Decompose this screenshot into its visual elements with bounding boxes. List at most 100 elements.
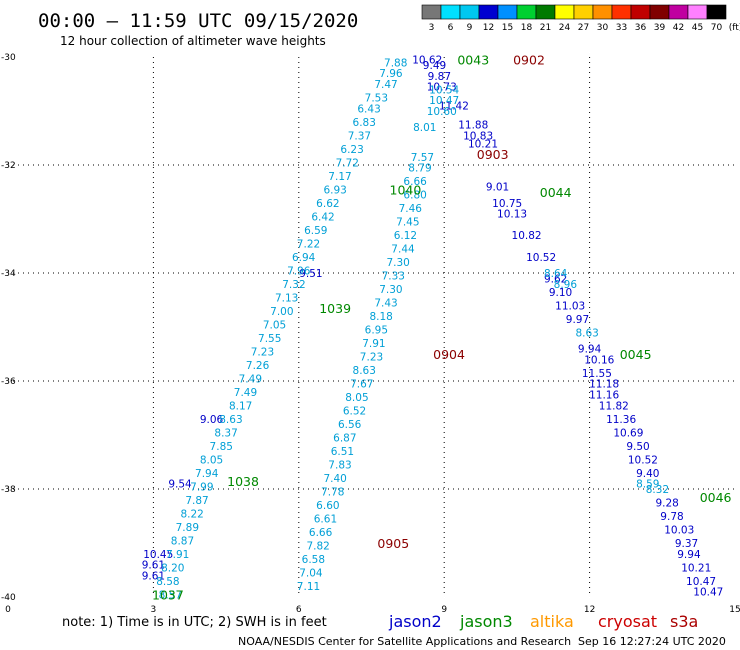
legend-color-swatch [459,4,480,20]
wave-height-label: 6.56 [338,419,362,431]
wave-height-label: 7.94 [195,468,219,480]
wave-height-label: 10.47 [429,95,459,107]
wave-height-label: 11.03 [555,300,585,312]
y-tick-label: -36 [1,377,16,387]
wave-height-label: 8.17 [229,400,252,412]
wave-height-label: 7.17 [328,171,351,183]
wave-height-label: 8.87 [171,535,194,547]
legend-color-swatch [668,4,689,20]
wave-height-label: 7.40 [323,473,346,485]
legend-color-swatch [440,4,461,20]
satellite-legend: jason2 jason3 altika cryosat s3a [388,612,698,631]
wave-height-label: 6.52 [343,406,366,418]
wave-height-label: 7.22 [297,238,320,250]
wave-height-label: 9.61 [142,560,165,572]
wave-height-label: 10.73 [427,82,457,94]
wave-height-label: 7.43 [374,298,397,310]
wave-height-label: 7.85 [210,441,233,453]
wave-height-label: 6.61 [314,514,337,526]
wave-height-label: 6.43 [357,103,380,115]
wave-height-label: 6.51 [331,446,354,458]
wave-height-label: 8.05 [200,454,223,466]
pass-time-label: 1039 [319,301,351,316]
legend-scale-label: 36 [635,23,647,33]
legend-scale-label: 21 [540,23,551,33]
legend-color-swatch [687,4,708,20]
wave-height-label: 8.01 [413,122,436,134]
y-tick-label: -40 [1,593,16,603]
wave-height-label: 9.28 [655,498,678,510]
wave-height-label: 10.52 [526,252,556,264]
pass-labels: 0902 0043 0903 1040 0044 1039 0904 0045 1038 0046… [152,53,732,603]
satellite-legend-entry: cryosat [598,612,657,631]
wave-height-label: 7.82 [306,541,329,553]
pass-time-label: 1037 [152,587,184,602]
legend-color-swatch [421,4,442,20]
legend-color-swatch [554,4,575,20]
wave-height-label: 8.63 [575,327,598,339]
wave-height-label: 10.45 [143,549,173,561]
pass-time-label: 0043 [457,53,489,68]
wave-height-label: 8.18 [369,311,392,323]
legend-color-swatch [611,4,632,20]
wave-height-label: 6.95 [365,325,388,337]
pass-time-label: 0903 [477,147,509,162]
legend-scale-label: 3 [429,23,435,33]
x-tick-label: 6 [296,605,302,615]
legend-color-swatch [592,4,613,20]
x-tick-label: 3 [151,605,157,615]
legend-scale-label: 33 [616,23,627,33]
wave-height-label: 9.51 [299,268,322,280]
y-tick-label: -34 [1,269,16,279]
chart-subtitle: 12 hour collection of altimeter wave hei… [60,34,326,48]
wave-height-label: 8.64 [544,268,568,280]
wave-height-label: 10.83 [463,130,493,142]
wave-height-label: 6.93 [323,184,346,196]
wave-height-label: 7.49 [234,387,257,399]
wave-height-label: 7.23 [360,352,383,364]
wave-height-label: 7.00 [270,306,293,318]
pass-time-label: 0044 [540,185,572,200]
wave-height-label: 7.49 [239,373,262,385]
wave-height-label: 10.69 [613,427,643,439]
legend-color-swatch [516,4,537,20]
wave-height-label: 7.26 [246,360,270,372]
wave-height-label: 10.16 [584,354,614,366]
wave-height-label: 8.96 [554,279,578,291]
wave-height-label: 7.96 [287,265,311,277]
satellite-legend-entry: jason2 [388,612,442,631]
wave-height-label: 8.79 [408,163,431,175]
data-marks: 10.629.499.8710.7311.4211.8810.8310.219.… [142,55,724,602]
wave-height-label: 7.37 [348,130,371,142]
legend-scale-label: 6 [448,23,454,33]
x-tick-label: 9 [441,605,447,615]
wave-height-label: 7.89 [176,522,199,534]
wave-height-label: 7.99 [190,481,213,493]
wave-height-label: 7.13 [275,292,298,304]
wave-height-label: 7.72 [336,157,359,169]
wave-height-label: 6.42 [311,211,334,223]
chart-note: note: 1) Time is in UTC; 2) SWH is in fe… [62,615,327,630]
wave-height-label: 8.05 [345,392,368,404]
wave-height-label: 6.58 [302,554,325,566]
wave-height-label: 11.82 [599,400,629,412]
legend-scale-label: 42 [673,23,684,33]
legend-color-swatch [649,4,670,20]
wave-height-label: 9.94 [578,344,602,356]
wave-height-label: 10.13 [497,209,527,221]
legend-scale-label: 39 [654,23,666,33]
wave-height-label: 10.62 [412,55,442,67]
wave-height-label: 7.91 [362,338,385,350]
wave-height-label: 10.82 [512,230,542,242]
wave-height-label: 6.59 [304,225,327,237]
wave-height-label: 7.78 [321,487,344,499]
wave-height-label: 10.47 [693,587,723,599]
wave-height-label: 9.06 [200,414,224,426]
wave-height-label: 10.60 [427,106,457,118]
wave-height-label: 7.46 [399,203,423,215]
legend-scale-label: 15 [502,23,513,33]
wave-height-label: 6.94 [292,252,316,264]
